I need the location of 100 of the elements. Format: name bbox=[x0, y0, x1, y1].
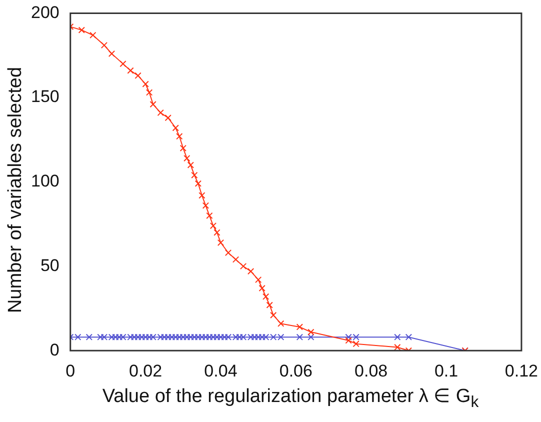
point bbox=[206, 212, 213, 219]
point bbox=[270, 334, 277, 340]
x-axis-title: Value of the regularization parameter λ ∈ G$_{k}$ bbox=[101, 385, 480, 412]
point bbox=[296, 324, 303, 330]
point bbox=[217, 334, 224, 340]
point bbox=[116, 334, 123, 340]
point bbox=[187, 162, 194, 168]
point bbox=[345, 337, 352, 344]
y-tick-label: 100 bbox=[30, 172, 60, 191]
point bbox=[240, 262, 247, 270]
point bbox=[345, 334, 352, 340]
point bbox=[176, 133, 183, 140]
point bbox=[194, 334, 202, 340]
point bbox=[202, 202, 210, 209]
point bbox=[266, 302, 273, 308]
point bbox=[258, 334, 266, 340]
point bbox=[138, 334, 146, 340]
point bbox=[236, 334, 243, 340]
point bbox=[198, 334, 206, 340]
point bbox=[308, 334, 314, 340]
y-tick-label: 200 bbox=[30, 2, 60, 22]
y-axis-title: Number of variables selected bbox=[5, 66, 27, 314]
point bbox=[164, 114, 172, 122]
point bbox=[150, 334, 156, 340]
point bbox=[405, 334, 412, 340]
point bbox=[394, 334, 401, 340]
x-tick-label: 0.06 bbox=[279, 361, 312, 380]
point bbox=[90, 32, 96, 38]
point bbox=[168, 334, 176, 340]
point bbox=[164, 334, 172, 340]
point bbox=[194, 180, 202, 187]
point bbox=[232, 334, 240, 340]
point bbox=[142, 334, 149, 340]
point bbox=[262, 293, 270, 300]
point bbox=[247, 334, 254, 340]
point bbox=[214, 334, 220, 340]
point bbox=[394, 344, 401, 351]
point bbox=[180, 334, 186, 340]
x-tick-label: 0 bbox=[66, 361, 76, 380]
point bbox=[224, 334, 232, 340]
point bbox=[146, 334, 153, 340]
x-tick-label: 0.08 bbox=[354, 361, 388, 380]
point bbox=[120, 60, 126, 68]
point bbox=[130, 334, 138, 340]
point bbox=[157, 334, 164, 340]
point bbox=[210, 334, 217, 340]
point bbox=[278, 334, 284, 340]
x-tick-label: 0.1 bbox=[434, 361, 458, 380]
y-tick-label: 0 bbox=[50, 340, 60, 360]
point bbox=[100, 334, 108, 340]
point bbox=[161, 334, 168, 340]
point bbox=[198, 192, 206, 199]
point bbox=[270, 312, 277, 318]
point bbox=[191, 334, 198, 340]
point bbox=[176, 334, 183, 340]
point bbox=[308, 328, 314, 336]
point bbox=[352, 340, 360, 348]
point bbox=[221, 334, 228, 340]
point bbox=[258, 284, 266, 292]
point bbox=[262, 334, 270, 340]
point bbox=[86, 334, 92, 340]
point bbox=[142, 80, 149, 88]
point bbox=[254, 334, 262, 340]
point bbox=[232, 256, 240, 263]
point bbox=[187, 334, 194, 340]
point bbox=[134, 72, 142, 79]
x-tick-label: 0.12 bbox=[504, 361, 538, 380]
point bbox=[108, 334, 116, 340]
point bbox=[150, 100, 156, 108]
y-tick-label: 50 bbox=[40, 256, 60, 275]
point bbox=[180, 144, 186, 152]
point bbox=[251, 334, 258, 340]
x-tick-label: 0.02 bbox=[129, 361, 162, 380]
y-tick-label: 150 bbox=[30, 87, 60, 106]
point bbox=[100, 42, 108, 49]
point bbox=[146, 89, 153, 96]
point bbox=[184, 334, 190, 340]
point bbox=[78, 26, 85, 34]
point bbox=[127, 334, 134, 340]
point bbox=[224, 249, 232, 256]
point bbox=[254, 276, 262, 284]
point bbox=[157, 109, 164, 116]
point bbox=[240, 334, 247, 340]
x-tick-label: 0.04 bbox=[204, 361, 238, 380]
point bbox=[191, 172, 198, 178]
point bbox=[120, 334, 126, 340]
point bbox=[247, 268, 254, 275]
point bbox=[296, 334, 303, 340]
point bbox=[214, 229, 220, 236]
point bbox=[127, 67, 134, 74]
point bbox=[184, 154, 190, 162]
point bbox=[108, 50, 116, 58]
point bbox=[134, 334, 142, 340]
point bbox=[206, 334, 213, 340]
point bbox=[172, 124, 179, 132]
point bbox=[97, 334, 104, 340]
point bbox=[352, 334, 360, 340]
point bbox=[217, 239, 224, 246]
point bbox=[202, 334, 210, 340]
point bbox=[74, 334, 82, 340]
